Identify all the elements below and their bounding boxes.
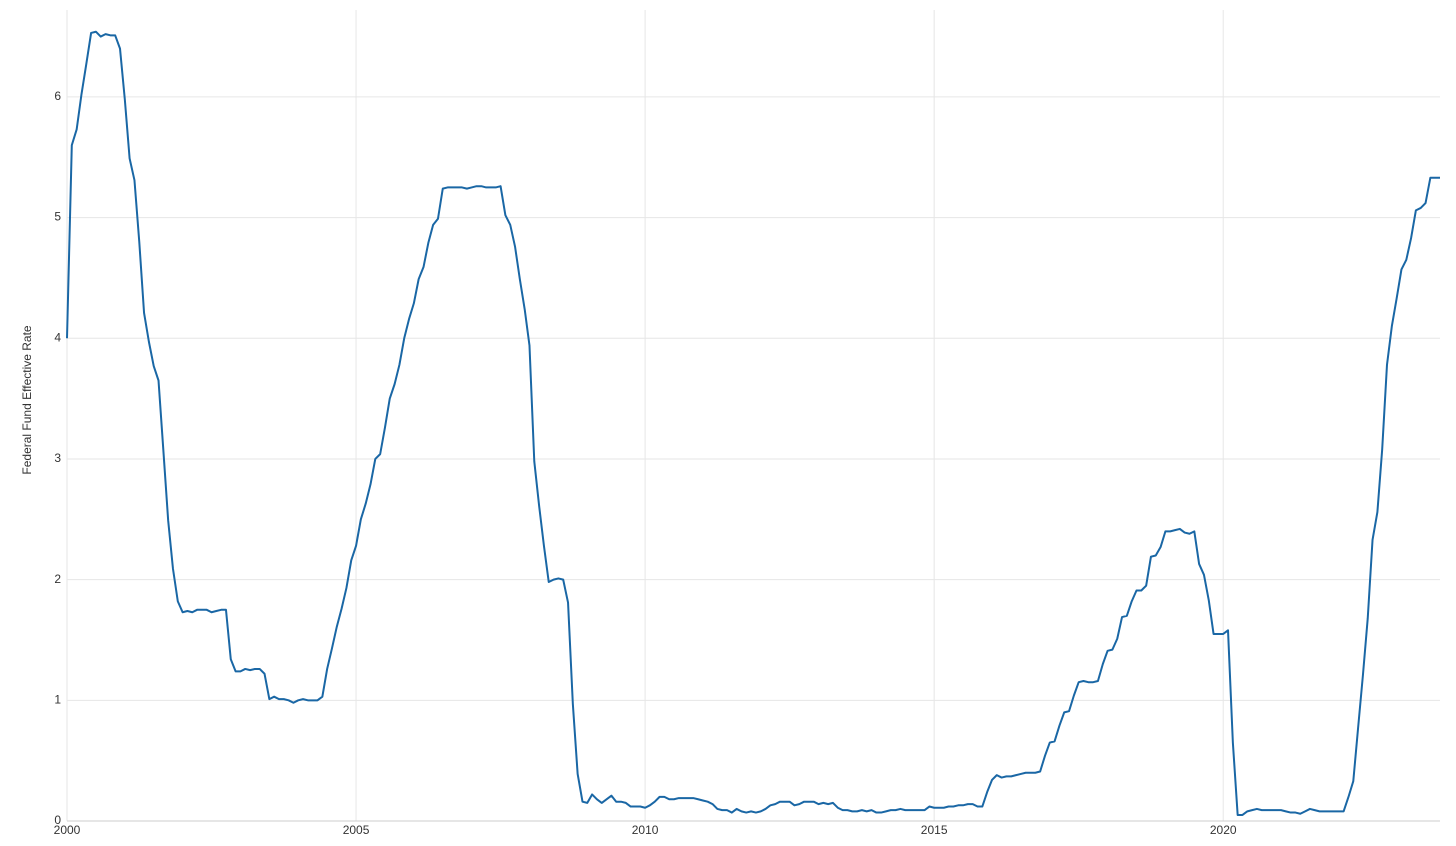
x-tick-label: 2010	[632, 823, 659, 837]
y-tick-label: 5	[54, 210, 61, 224]
x-tick-label: 2005	[343, 823, 370, 837]
y-tick-label: 0	[54, 813, 61, 827]
line	[66, 30, 1440, 816]
x-tick-label: 2015	[921, 823, 948, 837]
y-tick-label: 3	[54, 451, 61, 465]
y-tick-label: 4	[54, 330, 61, 344]
y-tick-label: 6	[54, 89, 61, 103]
y-axis-title: Federal Fund Effective Rate	[20, 325, 34, 475]
y-tick-label: 2	[54, 572, 61, 586]
x-tick-label: 2020	[1210, 823, 1237, 837]
x-tick-label: 2000	[54, 823, 81, 837]
y-tick-label: 1	[54, 692, 61, 706]
